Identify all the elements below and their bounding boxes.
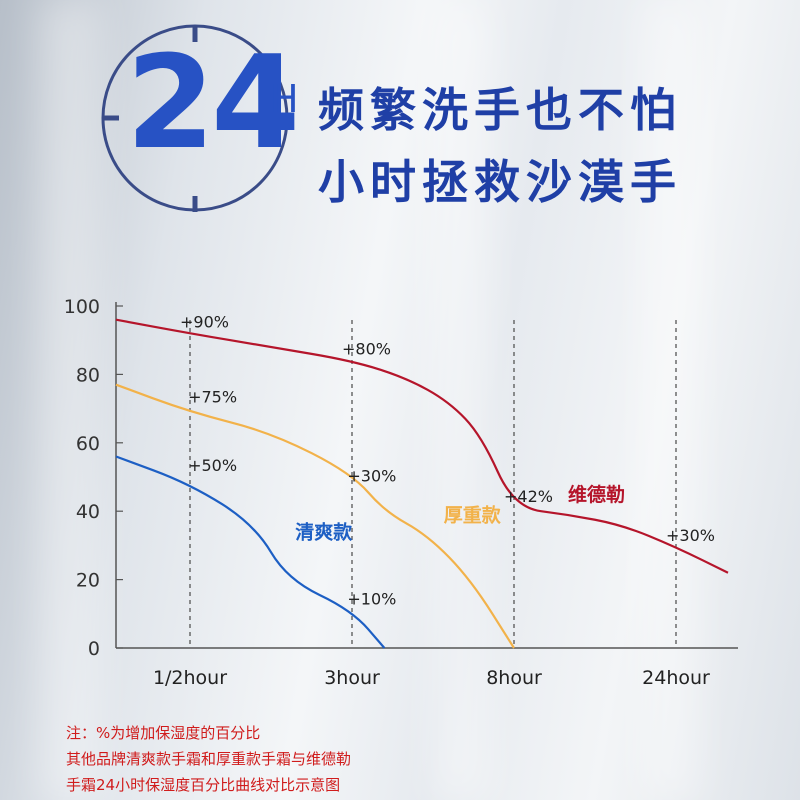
note-line-1: 注：%为增加保湿度的百分比 (66, 724, 261, 742)
note-line-2: 其他品牌清爽款手霜和厚重款手霜与维德勒 (66, 750, 352, 768)
series-name-label: 维德勒 (568, 483, 625, 506)
headline-line-2: 小时拯救沙漠手 (318, 155, 682, 209)
series-line-0 (115, 318, 729, 574)
series-line-1 (115, 383, 515, 649)
y-tick-label: 0 (88, 638, 100, 660)
y-tick-label: 20 (76, 570, 100, 592)
big-number-24: 24 (126, 29, 300, 178)
data-label: +30% (347, 466, 396, 485)
x-tick-label: 24hour (642, 667, 710, 689)
y-tick-label: 60 (76, 433, 100, 455)
clock-circle-icon (101, 24, 289, 212)
series-name-label: 厚重款 (444, 503, 502, 526)
data-label: +75% (188, 388, 237, 407)
x-tick-label: 3hour (324, 667, 380, 689)
series-line-2 (115, 455, 386, 649)
data-label: +10% (347, 589, 396, 608)
note-line-3: 手霜24小时保湿度百分比曲线对比示意图 (66, 776, 341, 794)
data-label: +90% (180, 312, 229, 331)
series-name-label: 清爽款 (295, 521, 353, 544)
y-tick-label: 80 (76, 364, 100, 386)
data-label: +42% (504, 487, 553, 506)
y-tick-label: 100 (64, 296, 100, 318)
data-label: +80% (342, 340, 391, 359)
x-tick-label: 1/2hour (153, 667, 227, 689)
y-tick-label: 40 (76, 501, 100, 523)
hour-unit: H (270, 77, 299, 121)
data-label: +30% (666, 526, 715, 545)
data-label: +50% (188, 456, 237, 475)
x-tick-label: 8hour (486, 667, 542, 689)
headline-line-1: 频繁洗手也不怕 (318, 83, 682, 137)
